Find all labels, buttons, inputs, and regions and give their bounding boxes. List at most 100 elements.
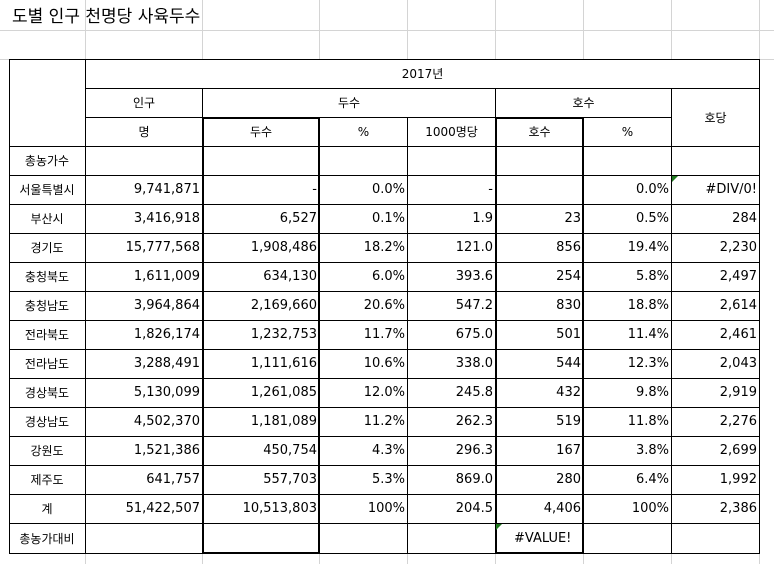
- sheet-title[interactable]: 도별 인구 천명당 사육두수: [12, 7, 201, 27]
- farms-pct-cell[interactable]: 5.8%: [584, 262, 671, 291]
- header-year[interactable]: 2017년: [86, 59, 759, 88]
- farms-cell[interactable]: 4,406: [496, 494, 583, 523]
- heads-pct-cell[interactable]: 12.0%: [320, 378, 407, 407]
- population-cell[interactable]: 1,826,174: [86, 320, 202, 349]
- heads-cell[interactable]: 10,513,803: [203, 494, 319, 523]
- farms-pct-cell[interactable]: 0.0%: [584, 175, 671, 204]
- population-cell[interactable]: 3,416,918: [86, 204, 202, 233]
- per-farm-cell[interactable]: 2,919: [672, 378, 759, 407]
- per-farm-cell[interactable]: 2,043: [672, 349, 759, 378]
- population-cell[interactable]: 641,757: [86, 465, 202, 494]
- heads-pct-cell[interactable]: 0.1%: [320, 204, 407, 233]
- per-1000-cell[interactable]: 869.0: [408, 465, 495, 494]
- per-1000-cell[interactable]: 338.0: [408, 349, 495, 378]
- population-cell[interactable]: 5,130,099: [86, 378, 202, 407]
- region-cell[interactable]: 경상북도: [9, 378, 85, 407]
- heads-pct-cell[interactable]: 11.7%: [320, 320, 407, 349]
- farms-cell[interactable]: 432: [496, 378, 583, 407]
- heads-cell[interactable]: 1,261,085: [203, 378, 319, 407]
- per-farm-cell[interactable]: 284: [672, 204, 759, 233]
- farms-pct-cell[interactable]: 11.4%: [584, 320, 671, 349]
- heads-pct-cell[interactable]: 10.6%: [320, 349, 407, 378]
- heads-cell[interactable]: 1,181,089: [203, 407, 319, 436]
- header-heads[interactable]: 두수: [203, 117, 319, 146]
- population-cell[interactable]: 4,502,370: [86, 407, 202, 436]
- per-1000-cell[interactable]: 121.0: [408, 233, 495, 262]
- population-cell[interactable]: 15,777,568: [86, 233, 202, 262]
- farms-pct-cell[interactable]: 9.8%: [584, 378, 671, 407]
- heads-pct-cell[interactable]: 18.2%: [320, 233, 407, 262]
- heads-cell[interactable]: 1,111,616: [203, 349, 319, 378]
- heads-cell[interactable]: 1,232,753: [203, 320, 319, 349]
- heads-cell[interactable]: 450,754: [203, 436, 319, 465]
- heads-pct-cell[interactable]: 5.3%: [320, 465, 407, 494]
- farms-cell[interactable]: 856: [496, 233, 583, 262]
- per-farm-cell[interactable]: #DIV/0!: [672, 175, 759, 204]
- region-cell[interactable]: 충청남도: [9, 291, 85, 320]
- per-1000-cell[interactable]: 393.6: [408, 262, 495, 291]
- ratio-farms-cell[interactable]: #VALUE!: [512, 524, 582, 553]
- farms-pct-cell[interactable]: 3.8%: [584, 436, 671, 465]
- per-1000-cell[interactable]: -: [408, 175, 495, 204]
- farms-pct-cell[interactable]: 11.8%: [584, 407, 671, 436]
- per-1000-cell[interactable]: 675.0: [408, 320, 495, 349]
- per-farm-cell[interactable]: 2,461: [672, 320, 759, 349]
- per-farm-cell[interactable]: 2,497: [672, 262, 759, 291]
- heads-cell[interactable]: 2,169,660: [203, 291, 319, 320]
- farms-cell[interactable]: 254: [496, 262, 583, 291]
- farms-cell[interactable]: 501: [496, 320, 583, 349]
- heads-cell[interactable]: 634,130: [203, 262, 319, 291]
- header-farms[interactable]: 호수: [496, 117, 583, 146]
- per-1000-cell[interactable]: 547.2: [408, 291, 495, 320]
- heads-pct-cell[interactable]: 0.0%: [320, 175, 407, 204]
- header-heads-pct[interactable]: %: [320, 117, 407, 146]
- farms-cell[interactable]: 830: [496, 291, 583, 320]
- heads-pct-cell[interactable]: 20.6%: [320, 291, 407, 320]
- heads-pct-cell[interactable]: 11.2%: [320, 407, 407, 436]
- per-farm-cell[interactable]: 2,699: [672, 436, 759, 465]
- region-cell[interactable]: 강원도: [9, 436, 85, 465]
- heads-cell[interactable]: 6,527: [203, 204, 319, 233]
- heads-pct-cell[interactable]: 6.0%: [320, 262, 407, 291]
- farms-cell[interactable]: 519: [496, 407, 583, 436]
- farms-pct-cell[interactable]: 19.4%: [584, 233, 671, 262]
- per-farm-cell[interactable]: 2,614: [672, 291, 759, 320]
- region-cell[interactable]: 서울특별시: [9, 175, 85, 204]
- region-cell[interactable]: 전라북도: [9, 320, 85, 349]
- header-farms-group[interactable]: 호수: [496, 88, 671, 117]
- per-1000-cell[interactable]: 245.8: [408, 378, 495, 407]
- heads-cell[interactable]: -: [203, 175, 319, 204]
- population-cell[interactable]: 3,288,491: [86, 349, 202, 378]
- per-farm-cell[interactable]: 1,992: [672, 465, 759, 494]
- region-cell[interactable]: 부산시: [9, 204, 85, 233]
- header-farms-pct[interactable]: %: [584, 117, 671, 146]
- farms-pct-cell[interactable]: 0.5%: [584, 204, 671, 233]
- population-cell[interactable]: 1,521,386: [86, 436, 202, 465]
- per-farm-cell[interactable]: 2,230: [672, 233, 759, 262]
- farms-cell[interactable]: 23: [496, 204, 583, 233]
- header-population-unit[interactable]: 명: [86, 117, 202, 146]
- region-cell[interactable]: 계: [9, 494, 85, 523]
- per-1000-cell[interactable]: 262.3: [408, 407, 495, 436]
- heads-cell[interactable]: 1,908,486: [203, 233, 319, 262]
- header-corner-cell[interactable]: [9, 59, 85, 146]
- farms-pct-cell[interactable]: 6.4%: [584, 465, 671, 494]
- population-cell[interactable]: 51,422,507: [86, 494, 202, 523]
- farms-pct-cell[interactable]: 12.3%: [584, 349, 671, 378]
- per-farm-cell[interactable]: 2,276: [672, 407, 759, 436]
- region-cell[interactable]: 제주도: [9, 465, 85, 494]
- farms-pct-cell[interactable]: 18.8%: [584, 291, 671, 320]
- farms-cell[interactable]: 280: [496, 465, 583, 494]
- per-farm-cell[interactable]: 2,386: [672, 494, 759, 523]
- population-cell[interactable]: 1,611,009: [86, 262, 202, 291]
- row-label-total-farms[interactable]: 총농가수: [9, 146, 85, 175]
- header-per-1000[interactable]: 1000명당: [408, 117, 495, 146]
- per-1000-cell[interactable]: 204.5: [408, 494, 495, 523]
- heads-pct-cell[interactable]: 100%: [320, 494, 407, 523]
- farms-cell[interactable]: [496, 175, 583, 204]
- population-cell[interactable]: 3,964,864: [86, 291, 202, 320]
- region-cell[interactable]: 경상남도: [9, 407, 85, 436]
- per-1000-cell[interactable]: 296.3: [408, 436, 495, 465]
- header-population[interactable]: 인구: [86, 88, 202, 117]
- header-heads-group[interactable]: 두수: [203, 88, 495, 117]
